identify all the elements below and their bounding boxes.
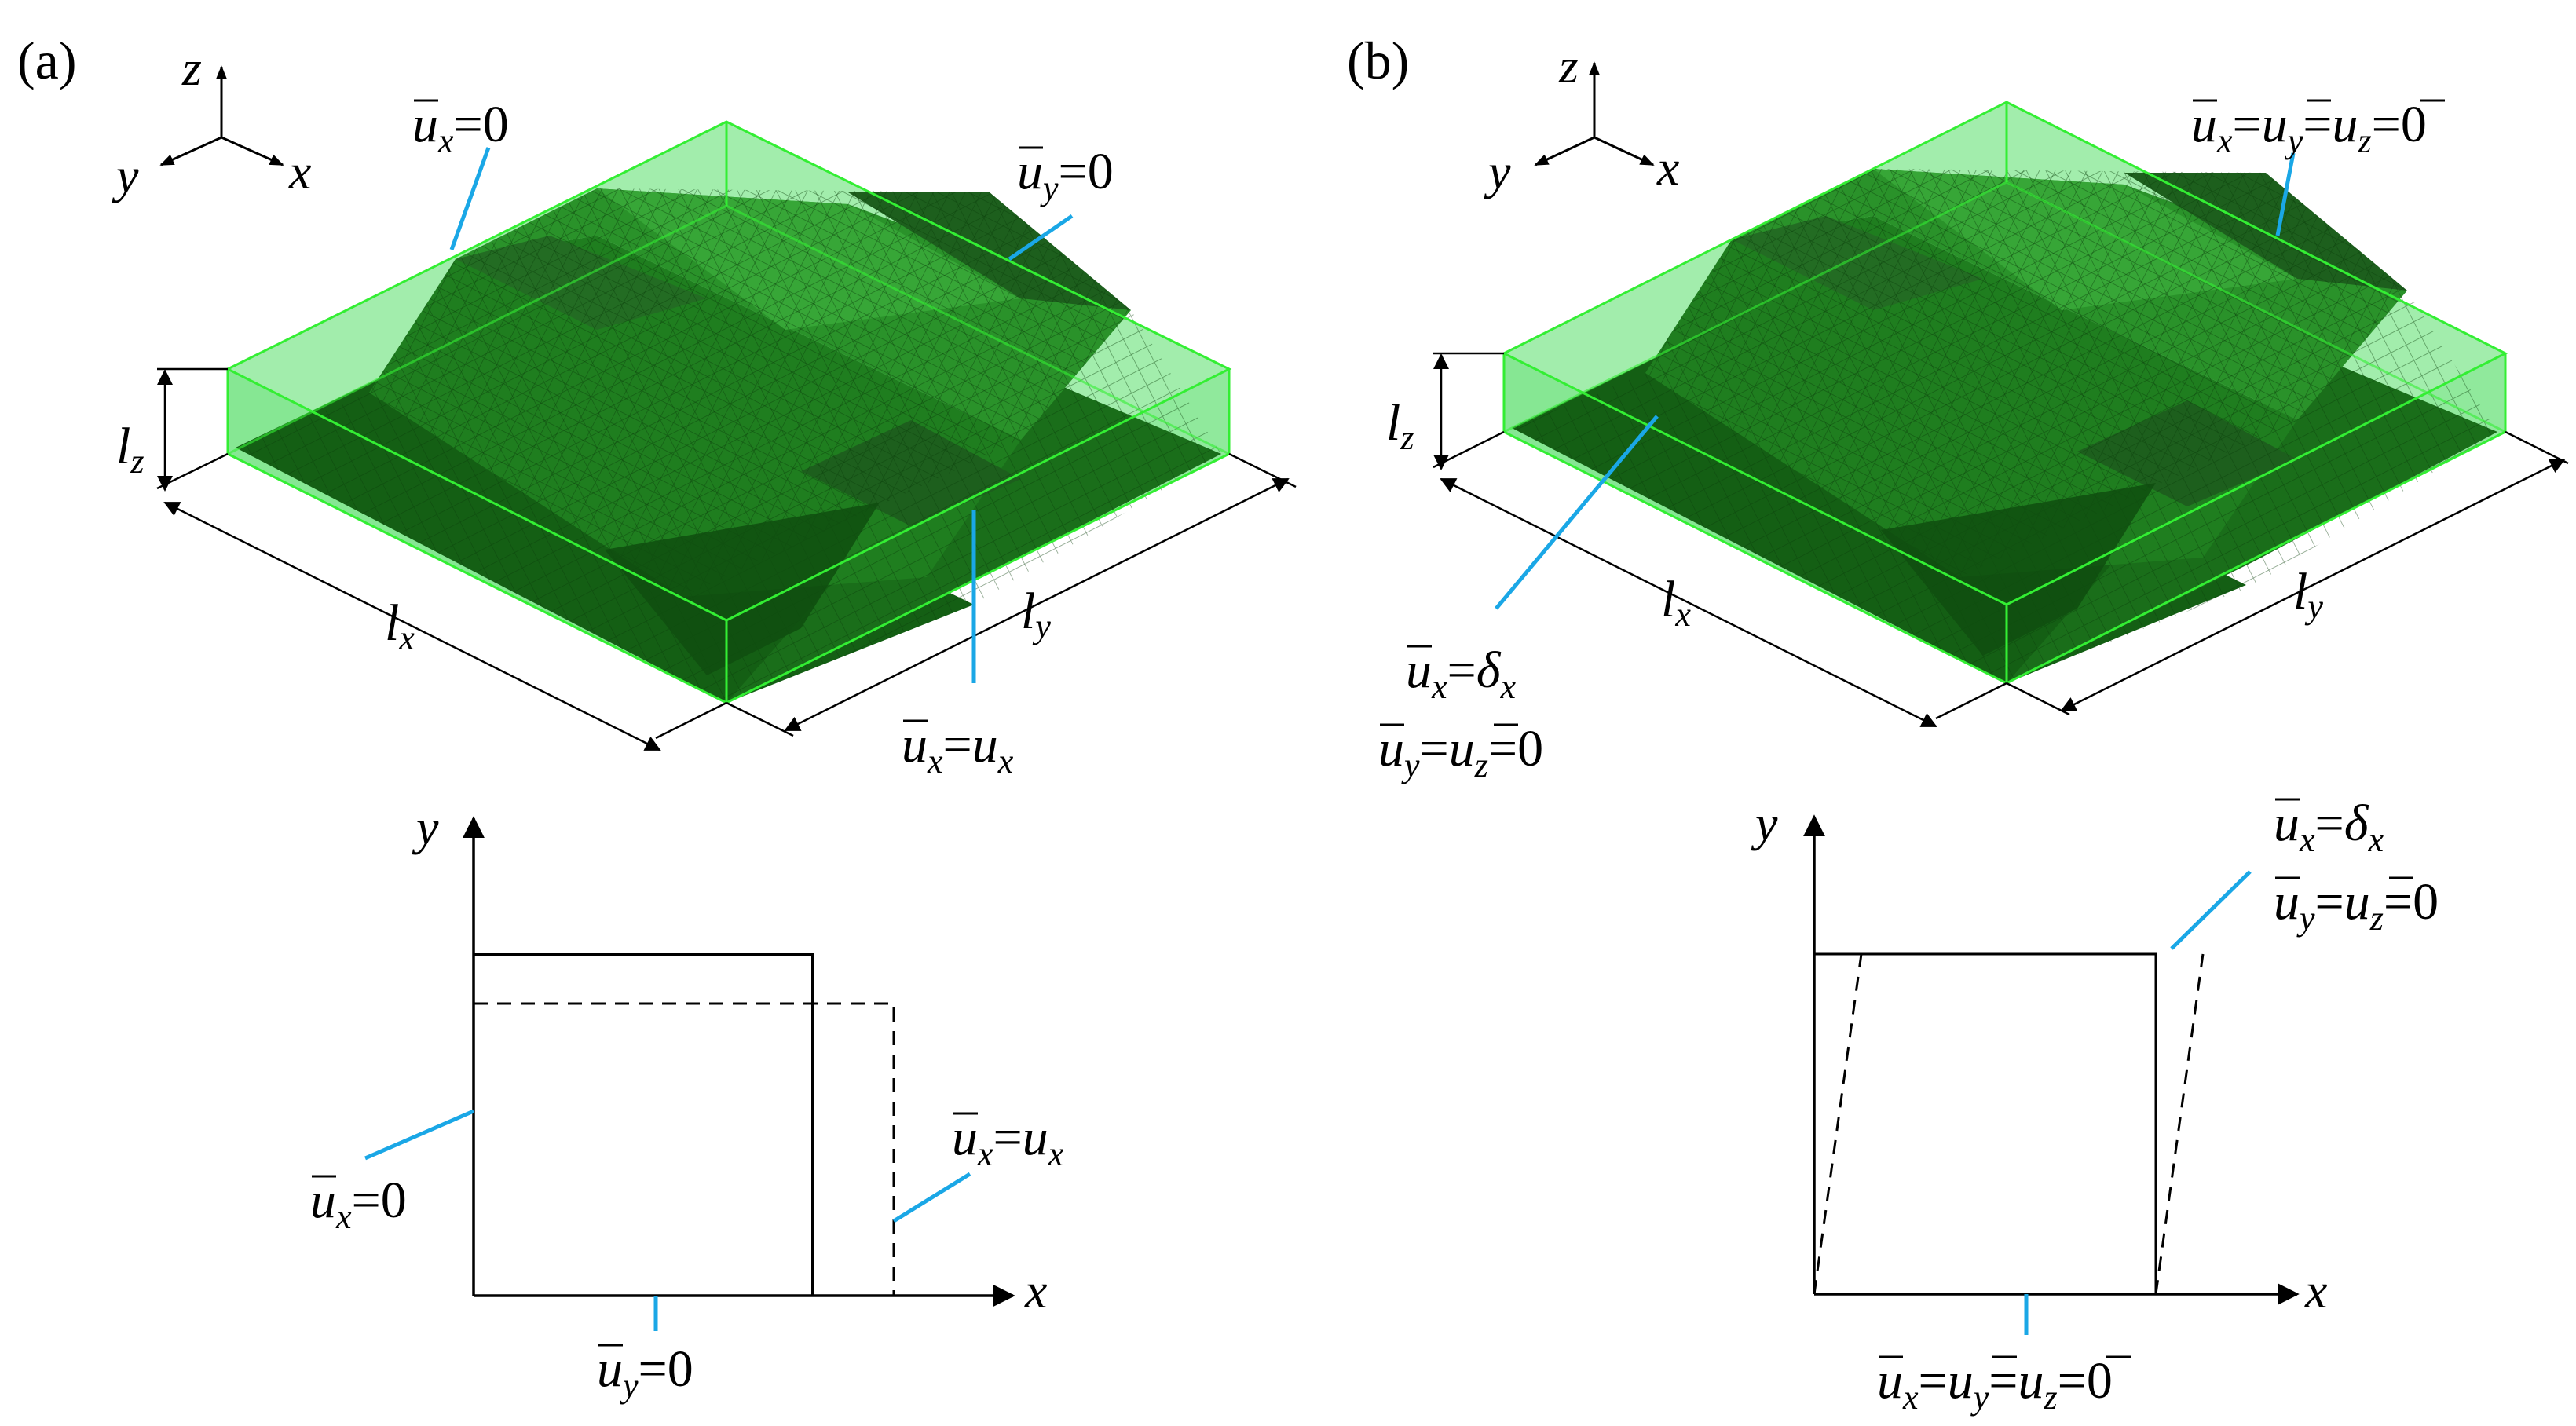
plot-b-bc-bottom: ux=uy=uz=0 [1877,1352,2113,1417]
bc-b-top: ux=uy=uz=0 [2191,96,2427,160]
plot-b-bc-top-2: uy=uz=0 [2274,873,2439,938]
triad-b-x-label: x [1656,140,1679,196]
panel-a-rve-box [225,120,1232,704]
panel-a-dimensions [156,367,1297,751]
plot-a-bc-bottom: uy=0 [597,1340,693,1405]
plot-a-original-square [474,953,814,1296]
bc-a-front: ux=ux [902,716,1014,781]
plot-b-y-label: y [1751,795,1778,851]
panel-b-plot: y x ux=δx uy=uz=0 ux=uy=uz=0 [1751,795,2439,1417]
panel-b-core-solid [1512,169,2497,683]
plot-a-deformed-square [474,1002,895,1296]
dim-lx-line [163,501,661,751]
plot-a-bc-left: ux=0 [310,1172,407,1236]
plot-b-bc-top-1: ux=δx [2274,795,2384,859]
plot-b-x-label: x [2304,1263,2327,1318]
triad-x-arrow [221,136,284,166]
panel-a-overbars [414,99,1043,722]
triad-b-y-label: y [1484,144,1511,199]
dim-b-lz-label: lz [1386,394,1414,457]
bc-a-right: uy=0 [1017,143,1114,207]
plot-b-sheared-left [1813,953,1863,1295]
triad-b-z-label: z [1558,38,1579,93]
dim-b-lx-label: lx [1661,571,1691,634]
bc-b-front-2: uy=uz=0 [1378,720,1543,784]
plot-a-y-label: y [412,799,439,855]
panel-b-leaders [1495,152,2296,610]
triad-y-label: y [112,148,139,203]
panel-b-coordinate-triad [1534,61,1655,166]
triad-y-arrow [159,136,222,166]
plot-b-sheared-right [2154,953,2205,1295]
panel-a-leaders [449,147,1074,683]
panel-a-plot: y x ux=0 uy=0 ux=ux [310,799,1064,1405]
plot-b-original-square [1814,952,2157,1294]
triad-z-label: z [181,40,202,96]
dim-ly-line [784,477,1290,732]
panel-a-label: (a) [17,31,76,90]
panel-b: (b) z y x [1347,31,2569,1417]
panel-b-rve-box [1501,101,2508,685]
panel-a: (a) z y x [17,31,1297,1405]
dim-lz-label: lz [116,418,144,481]
panel-a-coordinate-triad [159,65,284,166]
bc-b-front-1: ux=δx [1406,642,1516,706]
plot-a-x-label: x [1024,1263,1047,1318]
dim-lx-label: lx [385,594,415,657]
panel-b-dimensions [1433,352,2569,728]
plot-a-bc-right: ux=ux [952,1109,1064,1173]
core-mesh-b [369,188,1131,597]
panel-b-label: (b) [1347,31,1409,90]
bc-a-top: ux=0 [412,96,509,160]
dim-b-ly-label: ly [2293,563,2323,626]
triad-x-label: x [288,144,311,199]
dim-ly-label: ly [1021,583,1051,645]
